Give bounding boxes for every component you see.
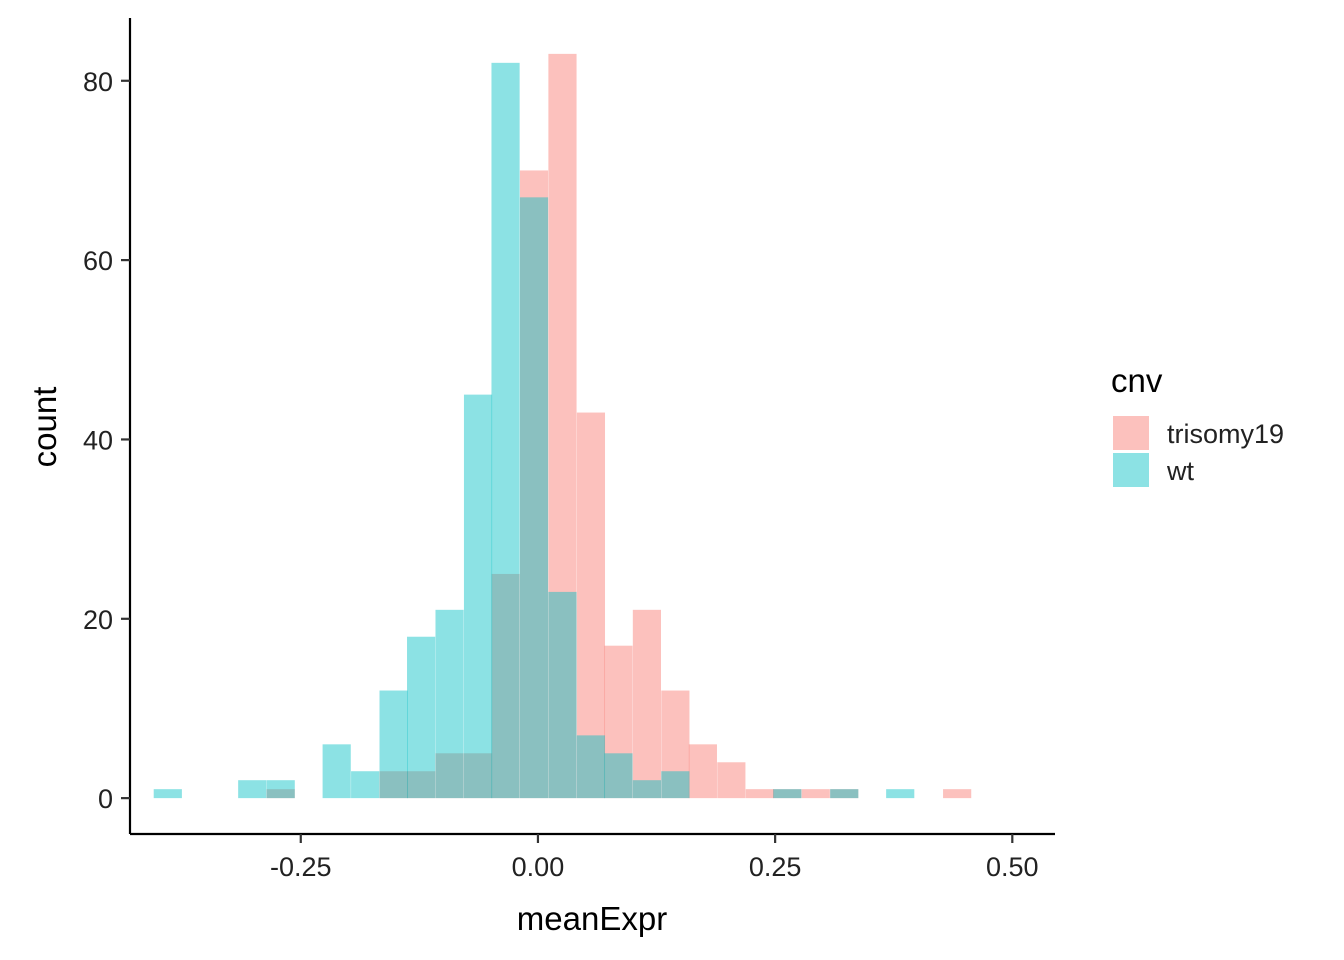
bar-wt-16	[604, 753, 633, 799]
bar-wt-22	[773, 789, 802, 799]
legend-swatch	[1113, 453, 1149, 487]
bar-wt-6	[322, 744, 351, 799]
bar-wt-13	[519, 197, 549, 799]
y-tick-label: 0	[98, 784, 113, 814]
bar-trisomy19-9	[407, 771, 436, 799]
bar-wt-18	[661, 771, 690, 799]
bar-trisomy19-17	[632, 609, 661, 799]
x-axis-title: meanExpr	[517, 900, 667, 937]
x-tick-label: 0.00	[512, 852, 565, 882]
legend-item-wt: wt	[1113, 453, 1194, 487]
x-tick-label: 0.50	[986, 852, 1039, 882]
bar-wt-14	[548, 591, 577, 799]
x-axis-ticks: -0.25 0.00 0.25 0.50	[270, 834, 1039, 882]
bar-trisomy19-28	[943, 789, 972, 799]
bar-trisomy19-14	[548, 53, 577, 799]
y-axis-ticks: 0 20 40 60 80	[83, 67, 130, 814]
bar-trisomy19-8	[379, 771, 408, 799]
bar-wt-8	[379, 690, 408, 799]
histogram-bars	[153, 53, 972, 799]
bar-trisomy19-21	[745, 789, 774, 799]
bar-wt-11	[463, 394, 493, 799]
bar-wt-7	[351, 771, 380, 799]
bar-wt-4	[266, 780, 295, 799]
bar-trisomy19-15	[576, 412, 606, 799]
bar-trisomy19-11	[463, 753, 493, 799]
bar-wt-10	[435, 609, 464, 799]
bar-trisomy19-19	[688, 744, 717, 799]
legend-items: trisomy19 wt	[1113, 416, 1284, 487]
legend-swatch	[1113, 416, 1149, 450]
bar-wt-3	[238, 780, 267, 799]
bar-trisomy19-12	[491, 573, 520, 799]
bar-trisomy19-13	[519, 170, 549, 799]
y-axis-title: count	[26, 387, 63, 468]
bar-trisomy19-22	[773, 789, 802, 799]
series-wt	[153, 62, 915, 799]
bar-wt-12	[491, 62, 520, 799]
legend-label: trisomy19	[1167, 419, 1284, 449]
bar-trisomy19-4	[266, 789, 295, 799]
series-trisomy19	[266, 53, 972, 799]
bar-wt-26	[886, 789, 915, 799]
bar-wt-9	[407, 636, 436, 799]
bar-trisomy19-23	[801, 789, 830, 799]
x-tick-label: 0.25	[749, 852, 802, 882]
legend-item-trisomy19: trisomy19	[1113, 416, 1284, 450]
x-tick-label: -0.25	[270, 852, 332, 882]
bar-wt-15	[576, 735, 606, 799]
bar-wt-0	[153, 789, 182, 799]
y-tick-label: 40	[83, 425, 113, 455]
bar-trisomy19-20	[717, 762, 746, 799]
y-tick-label: 60	[83, 246, 113, 276]
legend-title: cnv	[1111, 362, 1163, 399]
y-tick-label: 80	[83, 67, 113, 97]
plot-area: -0.25 0.00 0.25 0.50 0 20 40 60 80	[83, 18, 1055, 882]
bar-wt-24	[830, 789, 859, 799]
legend-label: wt	[1166, 456, 1194, 486]
bar-trisomy19-16	[604, 645, 633, 799]
bar-wt-17	[632, 780, 661, 799]
bar-trisomy19-10	[435, 753, 464, 799]
bar-trisomy19-24	[830, 789, 859, 799]
legend: cnv trisomy19 wt	[1111, 362, 1284, 487]
y-tick-label: 20	[83, 605, 113, 635]
bar-trisomy19-18	[661, 690, 690, 799]
